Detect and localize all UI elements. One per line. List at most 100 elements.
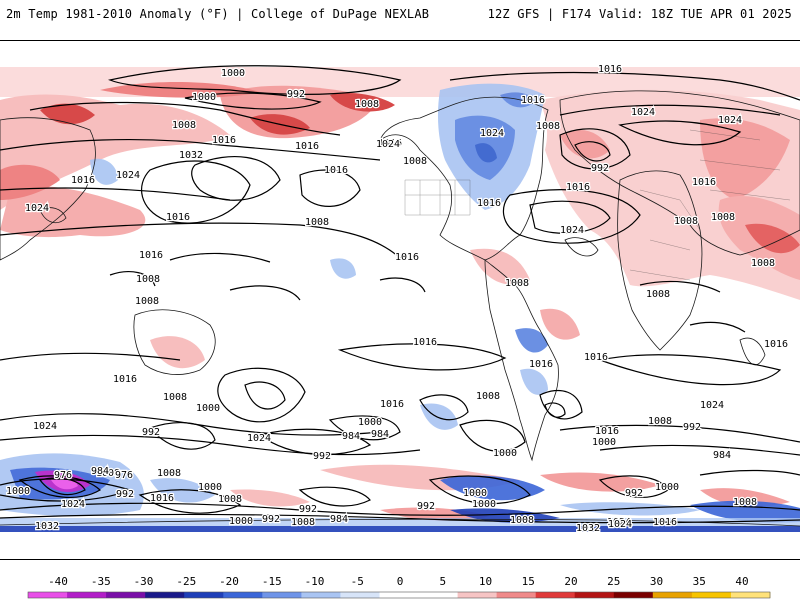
isobar-label: 992 <box>287 89 305 100</box>
isobar-label: 1016 <box>378 138 402 149</box>
colorbar-swatch <box>106 592 146 598</box>
colorbar-swatch <box>574 592 615 598</box>
isobar-label: 1016 <box>653 517 677 528</box>
isobar-label: 1008 <box>711 212 735 223</box>
isobar-label: 1016 <box>166 212 190 223</box>
colorbar-swatch <box>613 592 654 598</box>
isobar-label: 976 <box>115 470 133 481</box>
colorbar-tick-label: 40 <box>735 575 748 588</box>
isobar-label: 1024 <box>25 203 49 214</box>
isobar-label: 992 <box>313 451 331 462</box>
isobar-label: 1024 <box>247 433 271 444</box>
isobar-label: 1024 <box>607 517 631 528</box>
colorbar-swatch <box>340 592 380 598</box>
map-frame <box>0 40 800 560</box>
isobar-label: 984 <box>371 429 389 440</box>
isobars <box>0 65 800 524</box>
colorbar-tick-label: 10 <box>479 575 492 588</box>
isobar-label: 1008 <box>476 391 500 402</box>
isobar-label: 1024 <box>61 499 85 510</box>
isobar-label: 1008 <box>157 468 181 479</box>
isobar-label: 1016 <box>566 182 590 193</box>
isobar-label: 1000 <box>192 92 216 103</box>
colorbar-tick-label: 20 <box>564 575 577 588</box>
isobar-label: 1000 <box>6 486 30 497</box>
isobar-label: 1016 <box>521 95 545 106</box>
colorbar-outline <box>27 591 771 599</box>
isobar-label: 984 <box>713 450 731 461</box>
isobar-label: 1008 <box>96 468 120 479</box>
isobar-label: 1024 <box>33 421 57 432</box>
isobar-label: 976 <box>54 470 72 481</box>
colorbar-swatch <box>67 592 107 598</box>
isobar-label: 1008 <box>163 392 187 403</box>
isobar-label: 992 <box>683 422 701 433</box>
isobar-label: 1008 <box>136 274 160 285</box>
colorbar-tick-label: -15 <box>262 575 282 588</box>
map-title: 2m Temp 1981-2010 Anomaly (°F) | College… <box>6 7 430 21</box>
isobar-label: 1016 <box>150 493 174 504</box>
colorbar-swatch <box>457 592 498 598</box>
isobar-label: 1008 <box>751 258 775 269</box>
isobar-label: 1024 <box>631 107 655 118</box>
isobar-label: 1008 <box>291 517 315 528</box>
isobar-label: 1032 <box>179 150 203 161</box>
colorbar-tick-label: -5 <box>351 575 364 588</box>
isobar-label: 1016 <box>71 175 95 186</box>
isobar-label: 1008 <box>674 216 698 227</box>
colorbar-tick-label: 5 <box>439 575 446 588</box>
isobar-label: 1000 <box>493 448 517 459</box>
colorbar-swatch <box>145 592 185 598</box>
colorbar-tick-label: 0 <box>397 575 404 588</box>
colorbar-swatches <box>27 591 771 599</box>
colorbar-swatch <box>379 592 420 598</box>
colorbar-swatch <box>691 592 732 598</box>
colorbar-tick-label: -30 <box>134 575 154 588</box>
isobar-label: 984 <box>330 514 348 525</box>
isobar-label: 1016 <box>595 426 619 437</box>
isobar-label: 1008 <box>510 515 534 526</box>
isobar-label: 1008 <box>505 278 529 289</box>
isobar-label: 1016 <box>584 352 608 363</box>
colorbar-swatch <box>184 592 224 598</box>
isobar-label: 1000 <box>196 403 220 414</box>
colorbar-tick-label: 15 <box>522 575 535 588</box>
anomaly-map: 1000992100010081008101610161032102410161… <box>0 63 800 536</box>
colorbar-tick-label: 30 <box>650 575 663 588</box>
colorbar-tick-label: 35 <box>693 575 706 588</box>
isobar-label: 992 <box>262 514 280 525</box>
isobar-label: 1016 <box>139 250 163 261</box>
isobar-label: 1024 <box>560 225 584 236</box>
isobar-label: 1016 <box>212 135 236 146</box>
colorbar: -40 -35 -30 -25 -20 -15 -10 -5 0 5 10 15 20 25 30 35 40 <box>27 575 771 599</box>
warm-anomaly-shading <box>0 67 800 521</box>
coastlines <box>0 90 800 527</box>
colorbar-swatch <box>496 592 537 598</box>
isobar-labels: 1000992100010081008101610161032102410161… <box>5 63 790 536</box>
isobar-label: 1016 <box>764 339 788 350</box>
colorbar-swatch <box>652 592 693 598</box>
isobar-label: 992 <box>625 488 643 499</box>
isobar-label: 1016 <box>529 359 553 370</box>
model-run-info: 12Z GFS | F174 Valid: 18Z TUE APR 01 202… <box>487 7 792 21</box>
isobar-label: 1016 <box>598 64 622 75</box>
colorbar-swatch <box>301 592 341 598</box>
isobar-label: 1016 <box>380 399 404 410</box>
isobar-label: 1016 <box>395 252 419 263</box>
colorbar-swatch <box>730 592 771 598</box>
colorbar-swatch <box>535 592 576 598</box>
isobar-label: 1008 <box>403 156 427 167</box>
isobar-label: 1024 <box>700 400 724 411</box>
isobar-label: 1024 <box>480 128 504 139</box>
isobar-label: 984 <box>91 466 109 477</box>
isobar-label: 1008 <box>648 416 672 427</box>
isobar-label: 1008 <box>218 494 242 505</box>
isobar-label: 1008 <box>646 289 670 300</box>
isobar-label: 992 <box>417 501 435 512</box>
isobar-label: 1000 <box>592 437 616 448</box>
colorbar-tick-label: -20 <box>219 575 239 588</box>
colorbar-swatch <box>223 592 263 598</box>
colorbar-swatch <box>28 592 68 598</box>
colorbar-tick-label: 25 <box>607 575 620 588</box>
isobar-label: 992 <box>591 163 609 174</box>
